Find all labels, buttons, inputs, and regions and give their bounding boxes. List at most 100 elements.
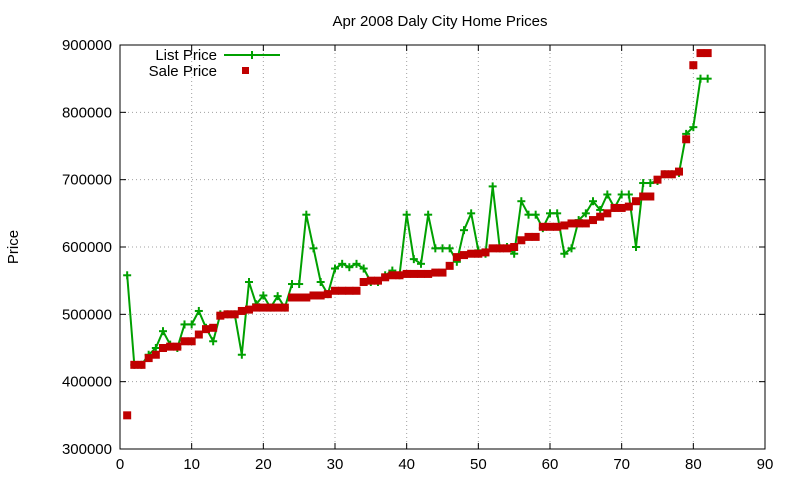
sale-price-point — [381, 273, 390, 282]
legend-cross-list-price — [248, 51, 256, 59]
list-price-point — [431, 244, 440, 253]
sale-price-point — [316, 291, 325, 300]
list-price-point — [209, 337, 218, 346]
sale-price-point — [417, 269, 425, 278]
list-price-point — [460, 226, 468, 235]
sale-price-point — [180, 337, 189, 346]
sale-price-point — [517, 236, 526, 245]
legend-label-list-price: List Price — [155, 47, 217, 64]
sale-price-point — [216, 311, 225, 320]
list-price-point — [409, 255, 418, 264]
sale-price-point — [481, 248, 490, 257]
list-price-point — [187, 320, 196, 329]
grid — [120, 45, 765, 449]
y-tick-label: 900000 — [62, 37, 112, 54]
sale-price-point — [273, 303, 282, 312]
list-price-point — [123, 271, 132, 280]
x-tick-label: 80 — [685, 456, 702, 473]
list-price-point — [624, 190, 633, 199]
list-price-point — [338, 259, 347, 268]
sale-price-point — [639, 192, 648, 201]
list-price-point — [581, 209, 590, 218]
x-tick-label: 70 — [613, 456, 630, 473]
sale-price-point — [589, 216, 597, 225]
sale-price-point — [395, 271, 404, 280]
sale-price-point — [546, 222, 554, 231]
list-price-point — [646, 179, 655, 188]
sale-price-point — [460, 251, 468, 260]
list-price-point — [237, 350, 246, 359]
sale-price-point — [503, 244, 511, 253]
y-tick-label: 700000 — [62, 172, 112, 189]
list-price-point — [445, 244, 454, 253]
list-price-point — [151, 344, 160, 352]
list-price-point — [180, 320, 189, 329]
list-price-point — [295, 280, 304, 289]
list-price-point — [524, 210, 533, 219]
sale-price-point — [445, 261, 454, 270]
sale-price-point — [653, 175, 662, 184]
list-price-point — [639, 179, 648, 188]
sale-price-point — [538, 222, 547, 231]
chart-title: Apr 2008 Daly City Home Prices — [332, 13, 547, 30]
list-price-point — [359, 264, 368, 273]
x-tick-label: 0 — [116, 456, 124, 473]
sale-price-point — [696, 49, 705, 58]
list-price-point — [560, 249, 569, 258]
list-price-point — [689, 123, 698, 132]
sale-price-point — [209, 323, 218, 332]
sale-price-point — [431, 268, 440, 277]
sale-price-point — [302, 293, 311, 302]
list-price-point — [159, 327, 167, 336]
list-price-point — [402, 210, 411, 219]
sale-price-point — [151, 350, 160, 359]
sale-price-point — [682, 135, 691, 144]
list-price-point — [703, 74, 712, 83]
list-price-point — [245, 278, 253, 287]
sale-price-point — [202, 325, 210, 334]
sale-price-point — [574, 219, 583, 228]
list-price-point — [417, 259, 425, 268]
list-price-line — [126, 77, 708, 366]
sale-price-point — [280, 303, 289, 312]
sale-price-point — [159, 344, 167, 352]
sale-price-point — [531, 232, 540, 241]
list-price-point — [331, 264, 339, 273]
sale-price-point — [424, 269, 433, 278]
sale-price-point — [252, 303, 261, 312]
y-tick-label: 600000 — [62, 239, 112, 256]
x-tick-label: 50 — [470, 456, 487, 473]
sale-price-point — [703, 49, 712, 58]
y-tick-label: 300000 — [62, 441, 112, 458]
sale-price-point — [173, 342, 182, 351]
sale-price-point — [266, 303, 275, 312]
sale-price-point — [230, 310, 239, 319]
y-tick-label: 500000 — [62, 306, 112, 323]
sale-price-point — [352, 286, 361, 295]
x-tick-label: 10 — [183, 456, 200, 473]
sale-price-point — [632, 197, 640, 206]
list-price-point — [567, 244, 576, 253]
sale-price-point — [166, 342, 175, 351]
sale-price-point — [223, 310, 232, 319]
sale-price-point — [667, 170, 676, 179]
sale-price-point — [309, 291, 318, 300]
sale-price-point — [452, 253, 461, 262]
sale-price-point — [610, 203, 619, 212]
y-tick-label: 400000 — [62, 374, 112, 391]
sale-price-point — [495, 244, 504, 253]
series — [123, 49, 712, 420]
sale-price-point — [137, 360, 146, 369]
list-price-point — [632, 243, 640, 251]
list-price-point — [345, 263, 354, 272]
sale-price-point — [388, 271, 397, 280]
axis-ticks: 0 10 20 30 40 50 60 70 80 90 300000 400000 500000 600… — [62, 37, 773, 473]
x-tick-label: 30 — [327, 456, 344, 473]
sale-price-point — [245, 305, 253, 314]
sale-price-point — [560, 221, 569, 230]
x-tick-label: 40 — [398, 456, 415, 473]
list-price-point — [617, 190, 626, 199]
list-price-point — [438, 244, 447, 253]
sale-price-point — [474, 249, 483, 258]
